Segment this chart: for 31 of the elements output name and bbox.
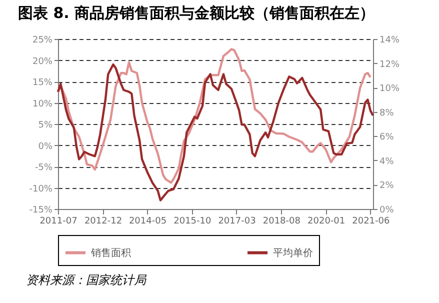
x-tick-label: 2017-03 [218, 216, 256, 226]
y-tick-label: 25% [32, 36, 53, 46]
y2-tick-label: 10% [380, 84, 400, 94]
legend-label: 销售面积 [90, 246, 131, 259]
x-tick-label: 2021-06 [352, 216, 390, 226]
y-tick-label: -10% [29, 184, 53, 194]
y-tick-label: 0% [38, 142, 53, 152]
y-tick-label: 15% [32, 78, 53, 88]
x-tick-label: 2020-01 [308, 216, 346, 226]
y2-tick-label: 12% [380, 60, 400, 70]
y2-tick-label: 14% [380, 36, 400, 46]
y-tick-label: 5% [38, 120, 53, 130]
y-tick-label: -15% [29, 206, 53, 216]
chart-title: 图表 8. 商品房销售面积与金额比较（销售面积在左） [18, 4, 375, 22]
y2-tick-label: 8% [380, 108, 394, 118]
x-tick-label: 2015-10 [174, 216, 212, 226]
x-tick-label: 2014-05 [128, 216, 167, 226]
y-tick-label: -5% [34, 163, 53, 173]
x-tick-label: 2012-12 [84, 216, 122, 226]
y2-tick-label: 4% [380, 156, 394, 167]
line-series [56, 63, 374, 202]
y2-tick-label: 2% [380, 181, 394, 192]
y2-tick-label: 6% [380, 132, 394, 143]
text: 资料来源：国家统计局 [26, 272, 146, 289]
x-tick-label: 2011-07 [40, 216, 78, 226]
y-tick-label: 10% [32, 99, 53, 110]
line-series [56, 48, 372, 184]
x-tick-label: 2018-08 [262, 216, 301, 226]
legend-label: 平均单价 [273, 246, 313, 259]
y2-tick-label: 0% [380, 206, 394, 216]
y-tick-label: 20% [32, 56, 53, 67]
